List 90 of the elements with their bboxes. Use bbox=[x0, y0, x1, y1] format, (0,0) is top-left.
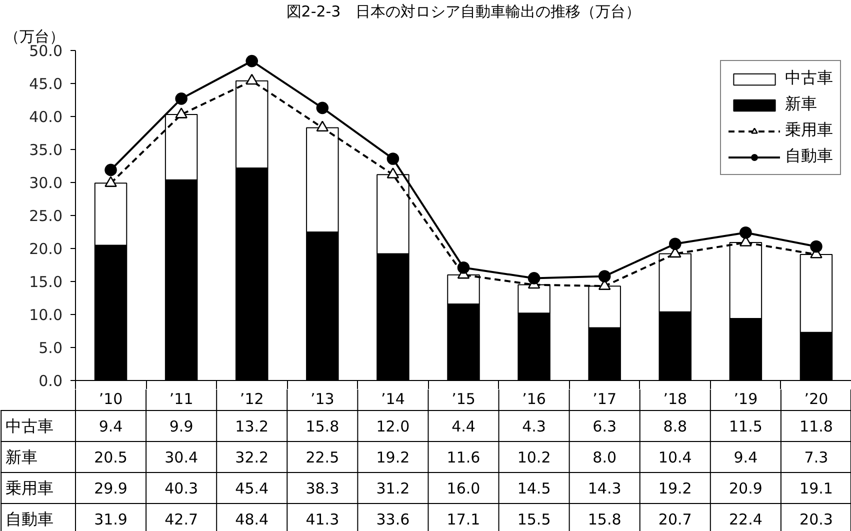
data-label: 31.9 bbox=[94, 510, 128, 528]
point bbox=[668, 238, 682, 250]
x-tick-label: ’10 bbox=[98, 390, 123, 408]
y-tick-label: 5.0 bbox=[38, 339, 63, 357]
data-label: 11.5 bbox=[728, 418, 762, 436]
text: 自動車 bbox=[6, 510, 54, 528]
data-label: 40.3 bbox=[164, 480, 198, 498]
x-tick-label: ’18 bbox=[663, 390, 688, 408]
y-tick-label: 30.0 bbox=[29, 174, 63, 192]
legend-label: 中古車 bbox=[785, 68, 833, 89]
point bbox=[246, 54, 258, 68]
data-label: 9.4 bbox=[98, 418, 123, 436]
x-tick-label: ’13 bbox=[310, 390, 334, 408]
data-label: 15.8 bbox=[588, 510, 622, 528]
point bbox=[528, 272, 540, 284]
data-label: 22.5 bbox=[306, 448, 340, 466]
data-label: 15.5 bbox=[517, 510, 551, 528]
data-label: 14.3 bbox=[588, 480, 622, 498]
text: 新車 bbox=[6, 448, 38, 466]
data-label: 20.3 bbox=[800, 510, 833, 528]
y-tick-label: 10.0 bbox=[29, 306, 63, 324]
point bbox=[316, 120, 329, 132]
legend-label: 乗用車 bbox=[785, 120, 833, 141]
data-label: 30.4 bbox=[164, 448, 198, 466]
point bbox=[175, 92, 188, 105]
point bbox=[175, 108, 188, 118]
text: 中古車 bbox=[6, 416, 54, 436]
data-label: 31.2 bbox=[376, 480, 410, 498]
data-label: 33.6 bbox=[376, 510, 410, 528]
data-label: 9.9 bbox=[169, 418, 194, 436]
x-tick-label: ’16 bbox=[522, 390, 546, 408]
data-label: 15.8 bbox=[306, 418, 340, 436]
data-label: 29.9 bbox=[94, 480, 128, 498]
point bbox=[316, 102, 329, 114]
point bbox=[386, 168, 400, 178]
data-label: 20.7 bbox=[658, 510, 692, 528]
point bbox=[598, 270, 611, 282]
data-label: 42.7 bbox=[164, 510, 198, 528]
chart-title: 図2-2-3 日本の対ロシア自動車輸出の推移（万台） bbox=[286, 2, 641, 20]
y-tick-label: 20.0 bbox=[29, 240, 63, 258]
data-label: 38.3 bbox=[306, 480, 340, 498]
y-tick-label: 45.0 bbox=[29, 75, 63, 93]
text: 乗用車 bbox=[6, 478, 54, 498]
data-label: 19.2 bbox=[658, 480, 692, 498]
y-tick-label: 25.0 bbox=[29, 207, 63, 225]
point bbox=[104, 164, 117, 176]
x-tick-label: ’20 bbox=[804, 390, 828, 408]
data-label: 19.2 bbox=[376, 448, 410, 466]
data-label: 17.1 bbox=[446, 510, 480, 528]
x-tick-label: ’12 bbox=[240, 390, 264, 408]
data-label: 10.4 bbox=[658, 448, 692, 466]
data-label: 16.0 bbox=[446, 480, 480, 498]
data-label: 11.8 bbox=[800, 418, 833, 436]
point bbox=[104, 176, 117, 187]
y-tick-label: 35.0 bbox=[29, 141, 63, 159]
data-label: 9.4 bbox=[734, 448, 758, 466]
data-label: 7.3 bbox=[804, 448, 828, 466]
x-tick-label: ’15 bbox=[452, 390, 476, 408]
data-label: 8.0 bbox=[592, 448, 617, 466]
y-tick-label: 0.0 bbox=[38, 372, 63, 390]
data-label: 13.2 bbox=[235, 418, 269, 436]
data-label: 11.6 bbox=[446, 448, 480, 466]
y-tick-label: 15.0 bbox=[29, 273, 63, 291]
legend-label: 自動車 bbox=[785, 146, 833, 167]
data-label: 4.3 bbox=[522, 418, 546, 436]
data-label: 45.4 bbox=[235, 480, 269, 498]
data-label: 6.3 bbox=[592, 418, 617, 436]
point bbox=[810, 240, 822, 253]
data-label: 12.0 bbox=[376, 418, 410, 436]
x-tick-label: ’17 bbox=[592, 390, 617, 408]
data-label: 20.5 bbox=[94, 448, 128, 466]
data-label: 41.3 bbox=[306, 510, 340, 528]
point bbox=[386, 152, 400, 165]
x-tick-label: ’19 bbox=[734, 390, 758, 408]
data-label: 4.4 bbox=[452, 418, 476, 436]
point bbox=[246, 74, 258, 85]
data-label: 14.5 bbox=[517, 480, 551, 498]
data-label: 22.4 bbox=[728, 510, 762, 528]
data-label: 10.2 bbox=[517, 448, 551, 466]
y-tick-label: 40.0 bbox=[29, 108, 63, 126]
legend-label: 新車 bbox=[785, 94, 817, 115]
data-label: 19.1 bbox=[800, 480, 833, 498]
data-label: 20.9 bbox=[728, 480, 762, 498]
data-label: 8.8 bbox=[663, 418, 688, 436]
point bbox=[457, 262, 470, 274]
data-label: 32.2 bbox=[235, 448, 269, 466]
data-label: 48.4 bbox=[235, 510, 269, 528]
x-tick-label: ’14 bbox=[381, 390, 405, 408]
x-tick-label: ’11 bbox=[169, 390, 194, 408]
point bbox=[740, 226, 752, 239]
